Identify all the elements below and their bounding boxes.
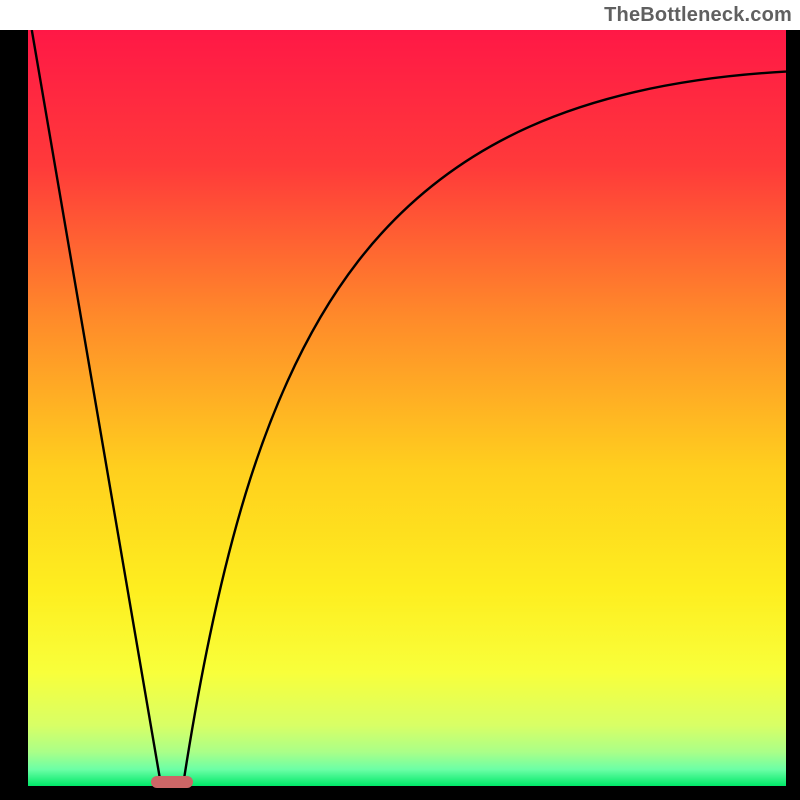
bottleneck-marker bbox=[151, 776, 193, 787]
bottleneck-chart bbox=[28, 30, 786, 786]
attribution-text: TheBottleneck.com bbox=[0, 0, 800, 30]
